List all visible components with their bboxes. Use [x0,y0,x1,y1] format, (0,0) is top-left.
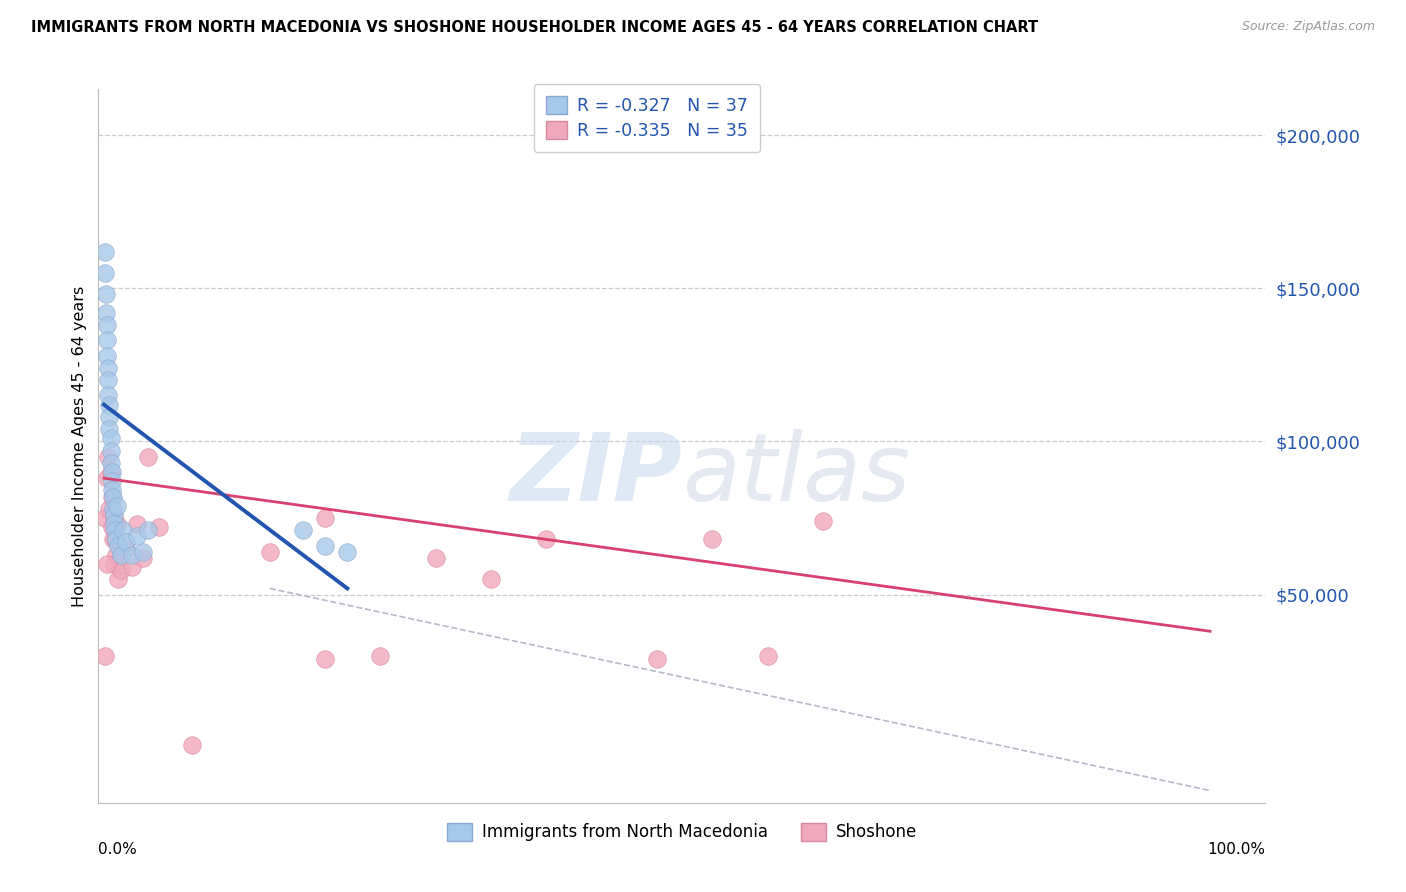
Text: ZIP: ZIP [509,428,682,521]
Point [100,474,122,488]
Point [111,523,134,537]
Point [121,548,143,562]
Point [259,544,281,558]
Point [96,318,118,332]
Point [96,287,118,301]
Point [811,514,834,528]
Point [314,511,336,525]
Point [702,533,724,547]
Point [96,306,118,320]
Text: atlas: atlas [682,429,910,520]
Point [110,563,132,577]
Legend: Immigrants from North Macedonia, Shoshone: Immigrants from North Macedonia, Shoshon… [440,816,924,848]
Point [94,648,117,663]
Point [115,535,138,549]
Point [103,517,125,532]
Point [94,266,117,280]
Point [425,550,447,565]
Point [100,520,122,534]
Y-axis label: Householder Income Ages 45 - 64 years: Householder Income Ages 45 - 64 years [72,285,87,607]
Point [97,388,120,402]
Point [101,533,124,547]
Point [370,648,392,663]
Point [101,501,124,516]
Point [107,539,129,553]
Point [104,523,127,537]
Point [645,652,668,666]
Point [479,572,502,586]
Point [756,648,779,663]
Point [136,450,159,464]
Point [105,499,128,513]
Point [100,431,122,445]
Point [97,373,120,387]
Point [314,652,336,666]
Point [100,443,122,458]
Text: IMMIGRANTS FROM NORTH MACEDONIA VS SHOSHONE HOUSEHOLDER INCOME AGES 45 - 64 YEAR: IMMIGRANTS FROM NORTH MACEDONIA VS SHOSH… [31,20,1038,35]
Point [96,557,118,571]
Point [98,409,121,424]
Text: Source: ZipAtlas.com: Source: ZipAtlas.com [1241,20,1375,33]
Point [131,544,153,558]
Point [131,550,153,565]
Point [121,560,143,574]
Text: 0.0%: 0.0% [98,842,138,857]
Point [96,334,118,348]
Point [104,533,127,547]
Point [97,450,120,464]
Point [94,244,117,259]
Point [98,398,121,412]
Point [103,508,125,522]
Point [107,572,129,586]
Point [127,529,149,543]
Point [136,523,159,537]
Point [94,511,117,525]
Point [292,523,315,537]
Point [96,349,118,363]
Point [100,465,122,479]
Point [103,511,125,525]
Point [148,520,170,534]
Point [100,456,122,470]
Point [314,539,336,553]
Point [181,738,204,752]
Point [96,471,118,485]
Point [101,490,124,504]
Point [100,483,122,498]
Point [98,501,121,516]
Point [336,544,359,558]
Point [100,465,122,479]
Point [103,557,125,571]
Point [105,517,128,532]
Point [127,517,149,532]
Point [105,548,128,562]
Point [110,548,132,562]
Point [98,422,121,436]
Text: 100.0%: 100.0% [1208,842,1265,857]
Point [100,490,122,504]
Point [97,360,120,375]
Point [105,533,128,547]
Point [536,533,558,547]
Point [115,541,138,556]
